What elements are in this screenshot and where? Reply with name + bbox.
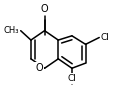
Text: O: O bbox=[35, 63, 43, 73]
Text: O: O bbox=[40, 4, 48, 14]
Text: CH₃: CH₃ bbox=[3, 26, 19, 35]
Text: Cl: Cl bbox=[100, 33, 109, 42]
Text: Cl: Cl bbox=[67, 74, 76, 83]
